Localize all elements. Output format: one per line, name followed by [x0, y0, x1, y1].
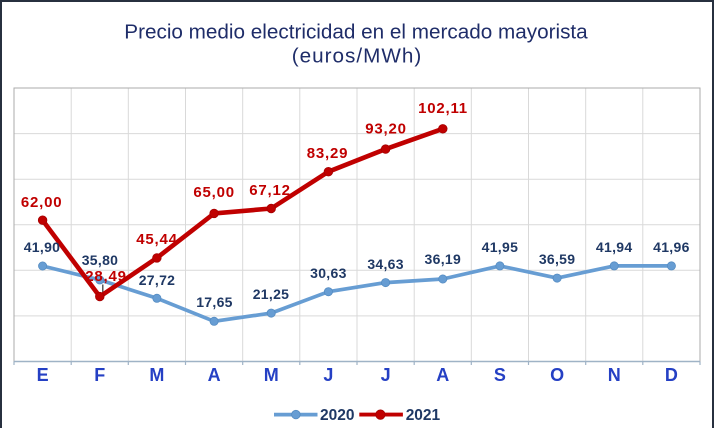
svg-text:41,94: 41,94	[596, 239, 633, 255]
svg-text:41,90: 41,90	[24, 239, 61, 255]
svg-text:62,00: 62,00	[21, 194, 63, 211]
svg-text:36,59: 36,59	[539, 251, 576, 267]
svg-text:M: M	[149, 365, 164, 385]
svg-text:2021: 2021	[406, 407, 441, 424]
svg-text:S: S	[494, 365, 506, 385]
svg-text:34,63: 34,63	[367, 256, 404, 272]
svg-text:M: M	[264, 365, 279, 385]
svg-text:35,80: 35,80	[82, 252, 119, 268]
svg-text:67,12: 67,12	[249, 182, 291, 199]
svg-text:27,72: 27,72	[139, 272, 176, 288]
svg-text:93,20: 93,20	[365, 121, 407, 138]
svg-text:36,19: 36,19	[425, 251, 462, 267]
svg-text:A: A	[436, 365, 449, 385]
svg-text:65,00: 65,00	[193, 184, 235, 201]
svg-text:2020: 2020	[320, 407, 354, 424]
svg-text:J: J	[323, 365, 333, 385]
svg-text:41,96: 41,96	[653, 239, 690, 255]
svg-text:O: O	[550, 365, 564, 385]
svg-text:28,49: 28,49	[85, 268, 127, 285]
svg-text:D: D	[665, 365, 678, 385]
svg-text:N: N	[608, 365, 621, 385]
svg-text:83,29: 83,29	[307, 145, 349, 162]
svg-text:E: E	[37, 365, 49, 385]
svg-text:21,25: 21,25	[253, 286, 290, 302]
svg-text:Precio medio electricidad en e: Precio medio electricidad en el mercado …	[124, 21, 588, 44]
svg-text:102,11: 102,11	[418, 100, 468, 117]
svg-text:F: F	[94, 365, 105, 385]
svg-text:45,44: 45,44	[136, 231, 178, 248]
svg-text:A: A	[208, 365, 221, 385]
svg-text:30,63: 30,63	[310, 265, 347, 281]
svg-text:41,95: 41,95	[482, 239, 519, 255]
svg-text:(euros/MWh): (euros/MWh)	[292, 45, 423, 68]
svg-text:J: J	[381, 365, 391, 385]
svg-text:17,65: 17,65	[196, 294, 233, 310]
